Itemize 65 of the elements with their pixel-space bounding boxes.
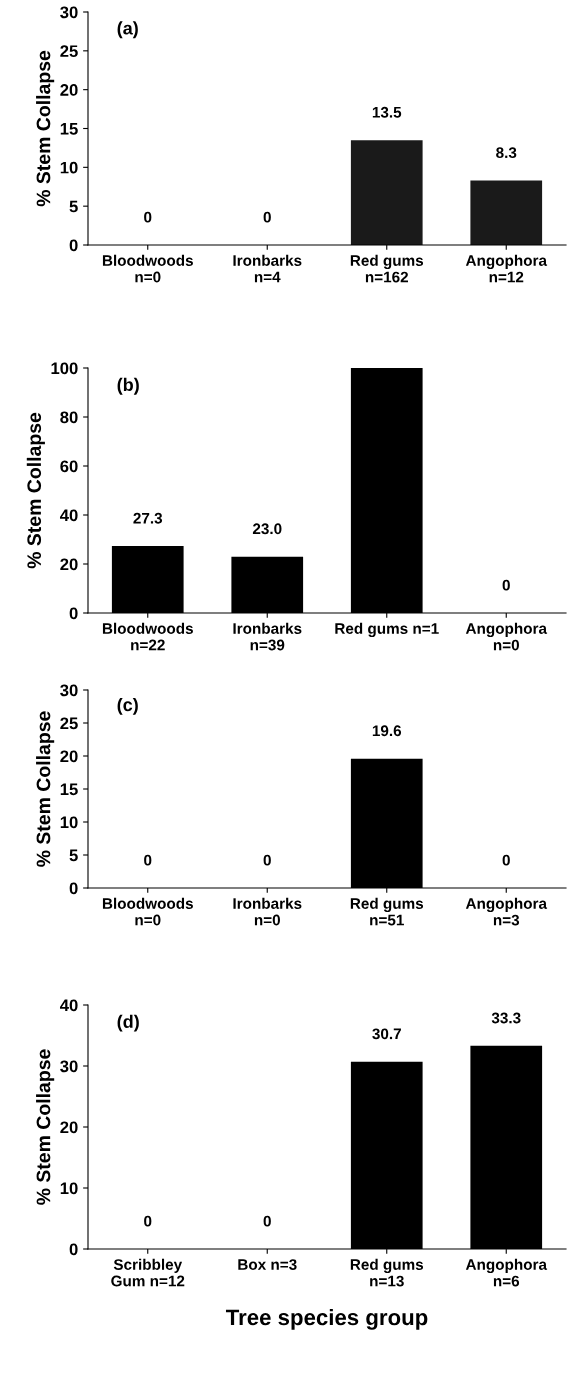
y-tick-label: 10 xyxy=(60,1182,78,1195)
y-tick-label: 25 xyxy=(60,717,78,730)
x-tick-label: Angophora n=6 xyxy=(465,1258,548,1287)
y-tick-label: 10 xyxy=(60,816,78,829)
x-tick-label: Bloodwoods n=22 xyxy=(102,622,193,651)
annotation: (c) xyxy=(117,697,138,715)
data-label: 23.0 xyxy=(252,523,282,535)
annotation: (a) xyxy=(117,21,138,39)
x-tick-label: Red gums n=13 xyxy=(350,1258,424,1287)
y-tick-label: 15 xyxy=(60,123,78,135)
y-axis-title: % Stem Collapse xyxy=(36,711,55,867)
y-tick-label: 15 xyxy=(60,783,78,796)
y-tick-label: 0 xyxy=(69,882,78,895)
y-tick-label: 20 xyxy=(60,1121,78,1134)
data-label: 0 xyxy=(502,854,510,866)
data-label: 8.3 xyxy=(496,147,517,159)
data-label: 30.7 xyxy=(372,1028,401,1040)
data-label: 0 xyxy=(144,1215,152,1227)
x-tick-label: Angophora n=3 xyxy=(465,897,548,926)
data-label: 19.6 xyxy=(372,725,402,737)
y-tick-label: 20 xyxy=(60,84,78,96)
y-tick-label: 5 xyxy=(69,200,78,213)
y-tick-label: 10 xyxy=(60,161,78,174)
y-tick-label: 100 xyxy=(51,362,78,375)
data-label: 0 xyxy=(263,854,271,866)
y-axis-title: % Stem Collapse xyxy=(36,50,55,207)
data-label: 27.3 xyxy=(133,512,163,524)
y-axis-title: % Stem Collapse xyxy=(26,412,45,569)
data-label: 33.3 xyxy=(491,1012,521,1024)
x-tick-label: Angophora n=0 xyxy=(465,622,548,651)
y-tick-label: 20 xyxy=(60,750,78,763)
y-axis-title: % Stem Collapse xyxy=(36,1049,55,1205)
y-tick-label: 30 xyxy=(60,684,78,697)
y-tick-label: 80 xyxy=(60,411,78,424)
y-tick-label: 5 xyxy=(69,849,78,862)
x-tick-label: Angophora n=12 xyxy=(465,254,548,283)
y-tick-label: 0 xyxy=(69,239,78,252)
data-label: 0 xyxy=(263,211,271,223)
data-label: 0 xyxy=(144,211,152,223)
y-tick-label: 40 xyxy=(59,999,78,1012)
x-axis-title: Tree species group xyxy=(225,1308,428,1330)
y-tick-label: 60 xyxy=(60,460,78,473)
data-label: 13.5 xyxy=(372,106,402,118)
x-tick-label: Bloodwoods n=0 xyxy=(102,897,193,926)
y-tick-label: 0 xyxy=(69,607,78,620)
data-label: 0 xyxy=(502,579,510,591)
x-tick-label: Red gums n=162 xyxy=(350,254,424,283)
x-tick-label: Box n=3 xyxy=(238,1259,297,1270)
data-label: 0 xyxy=(144,854,152,866)
y-tick-label: 30 xyxy=(60,1060,78,1073)
annotation: (b) xyxy=(117,377,139,395)
y-tick-label: 40 xyxy=(59,509,78,522)
y-tick-label: 25 xyxy=(60,45,78,58)
x-tick-label: Red gums n=1 xyxy=(335,622,439,638)
x-tick-label: Bloodwoods n=0 xyxy=(102,254,193,283)
data-label: 0 xyxy=(263,1215,271,1227)
x-tick-label: Ironbarks n=4 xyxy=(233,254,302,283)
x-tick-label: Ironbarks n=0 xyxy=(233,897,302,926)
y-tick-label: 0 xyxy=(69,1243,78,1256)
y-tick-label: 30 xyxy=(60,6,78,19)
x-tick-label: Ironbarks n=39 xyxy=(233,622,302,651)
x-tick-label: Scribbley Gum n=12 xyxy=(111,1258,185,1287)
x-tick-label: Red gums n=51 xyxy=(350,897,424,926)
annotation: (d) xyxy=(117,1014,139,1032)
y-tick-label: 20 xyxy=(60,558,78,571)
